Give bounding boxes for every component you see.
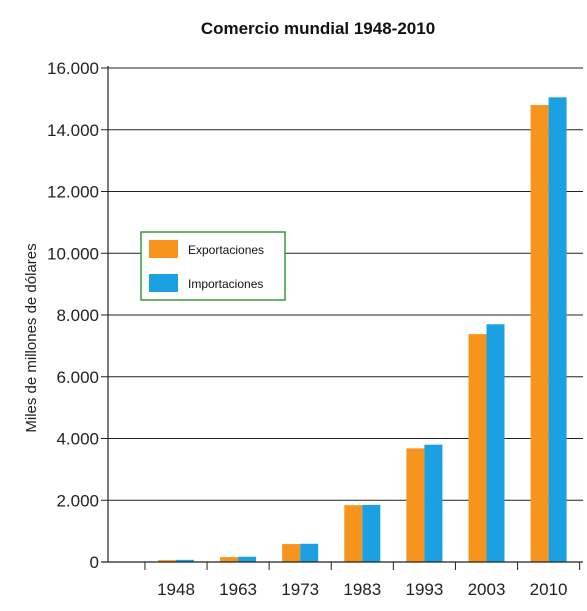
bar-exportaciones-1993: [406, 448, 425, 562]
y-tick-label: 16.000: [47, 59, 99, 78]
bar-importaciones-1963: [238, 556, 257, 562]
x-tick-labels: 1948 1963 1973 1983 1993 2003 2010: [157, 580, 567, 599]
axes: [101, 66, 583, 570]
bar-exportaciones-2010: [530, 105, 549, 563]
legend: Exportaciones Importaciones: [140, 231, 286, 301]
bar-importaciones-1973: [300, 543, 319, 562]
y-tick-label: 0: [90, 553, 99, 572]
y-tick-label: 6.000: [56, 368, 99, 387]
legend-label-exportaciones: Exportaciones: [188, 243, 264, 257]
x-tick-label: 1973: [281, 580, 319, 599]
bar-importaciones-1993: [424, 444, 443, 562]
chart-title: Comercio mundial 1948-2010: [201, 19, 435, 38]
bar-importaciones-1948: [176, 559, 194, 562]
x-tick-label: 1983: [343, 580, 381, 599]
x-tick-label: 1948: [157, 580, 195, 599]
bar-importaciones-2003: [486, 324, 505, 562]
x-tick-label: 2003: [468, 580, 506, 599]
y-tick-labels: 0 2.000 4.000 6.000 8.000 10.000 12.000 14.000 1…: [47, 59, 99, 572]
y-tick-label: 4.000: [56, 430, 99, 449]
y-tick-label: 8.000: [56, 306, 99, 325]
gridlines: [101, 67, 583, 563]
y-tick-label: 14.000: [47, 121, 99, 140]
bar-importaciones-1983: [362, 504, 381, 562]
bar-exportaciones-1948: [158, 560, 176, 562]
bar-exportaciones-1963: [220, 557, 239, 562]
y-tick-label: 10.000: [47, 244, 99, 263]
y-tick-label: 2.000: [56, 491, 99, 510]
bars: [158, 97, 567, 563]
bar-exportaciones-1983: [344, 505, 363, 562]
legend-swatch-importaciones: [149, 274, 178, 292]
bar-exportaciones-2003: [468, 334, 487, 562]
x-tick-label: 1963: [219, 580, 257, 599]
bar-importaciones-2010: [548, 97, 567, 563]
y-axis-label: Miles de millones de dólares: [23, 243, 40, 432]
x-tick-label: 1993: [405, 580, 443, 599]
legend-swatch-exportaciones: [149, 240, 178, 258]
x-tick-label: 2010: [530, 580, 568, 599]
y-tick-label: 12.000: [47, 183, 99, 202]
legend-label-importaciones: Importaciones: [188, 277, 263, 291]
bar-exportaciones-1973: [282, 544, 301, 562]
